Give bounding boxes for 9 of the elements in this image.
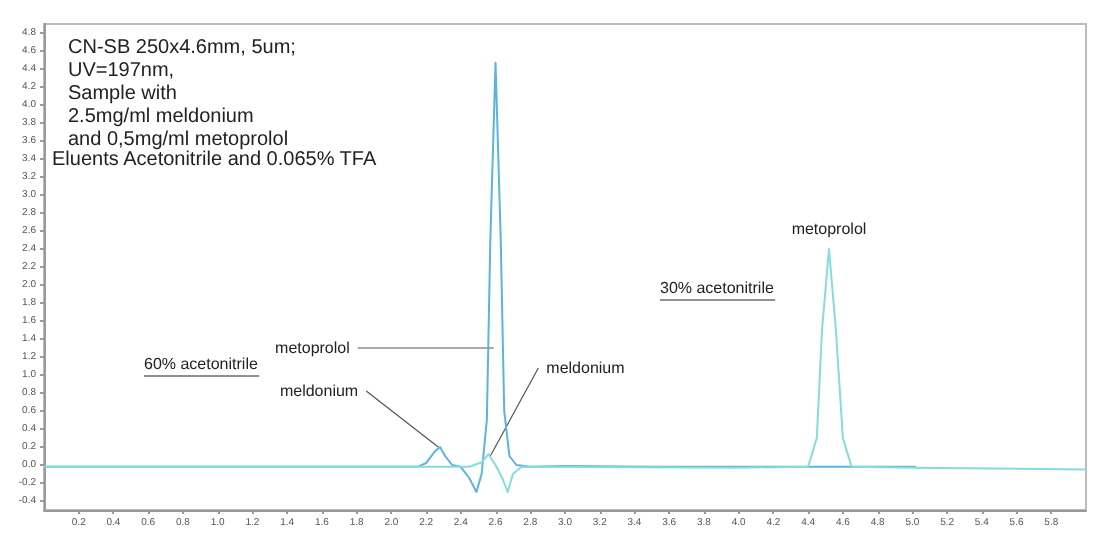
annotation: metoprolol — [275, 339, 351, 357]
line-series — [43, 248, 1087, 493]
annotation: meldonium — [279, 382, 359, 400]
annotation: 60% acetonitrile — [144, 355, 259, 373]
text: CN-SB 250x4.6mm, 5um; UV=197nm, Sample with 2.5mg/ml meldonium and 0,5mg/ml metoprolol — [68, 36, 296, 151]
annotation: Eluents Acetonitrile and 0.065% TFA — [52, 149, 377, 171]
annotation: metoprolol — [791, 220, 867, 238]
annotation: meldonium — [546, 359, 626, 377]
annotation: 30% acetonitrile — [660, 279, 775, 297]
